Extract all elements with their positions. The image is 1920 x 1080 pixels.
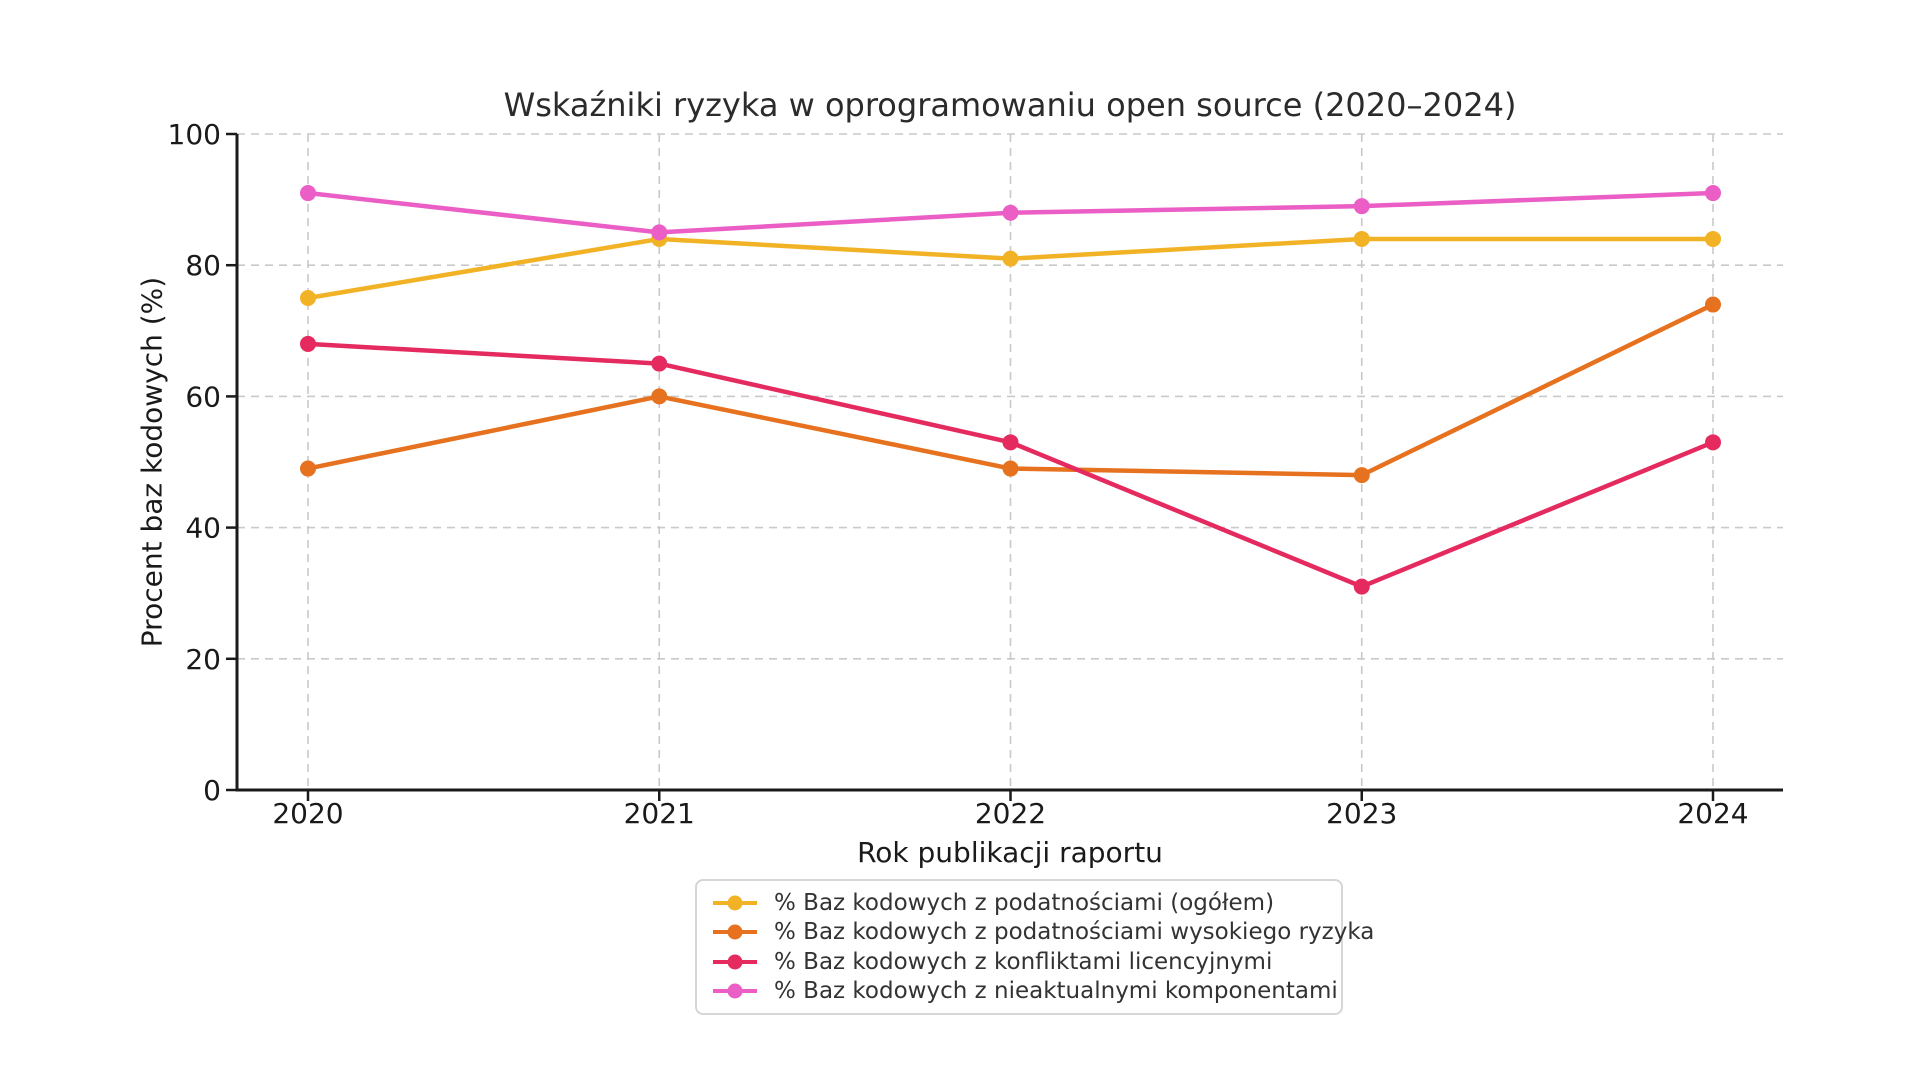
legend-swatch-license-conflicts-icon bbox=[713, 954, 757, 970]
y-tick-label-80: 80 bbox=[185, 249, 221, 282]
series-3-marker-2021 bbox=[651, 224, 668, 241]
series-1-marker-2022 bbox=[1002, 460, 1019, 477]
legend: % Baz kodowych z podatnościami (ogółem) … bbox=[695, 879, 1374, 1015]
legend-item: % Baz kodowych z podatnościami (ogółem) bbox=[711, 889, 1327, 917]
legend-swatch-high-risk-vulnerabilities-icon bbox=[713, 924, 757, 940]
legend-swatch-vulnerabilities-total-icon bbox=[713, 895, 757, 911]
series-3-marker-2024 bbox=[1705, 185, 1721, 202]
series-2-marker-2022 bbox=[1002, 434, 1019, 451]
x-tick-label-2022: 2022 bbox=[975, 797, 1046, 830]
series-3-marker-2020 bbox=[300, 185, 316, 202]
series-0-marker-2022 bbox=[1002, 250, 1019, 267]
x-axis-label: Rok publikacji raportu bbox=[857, 836, 1163, 869]
y-tick-label-60: 60 bbox=[185, 380, 221, 413]
legend-label: % Baz kodowych z podatnościami wysokiego… bbox=[774, 919, 1375, 946]
series-2-marker-2021 bbox=[651, 355, 668, 372]
legend-item: % Baz kodowych z nieaktualnymi komponent… bbox=[711, 977, 1338, 1005]
series-2-marker-2024 bbox=[1705, 434, 1721, 451]
series-0-marker-2020 bbox=[300, 290, 316, 306]
series-2-marker-2020 bbox=[300, 335, 316, 352]
series-1-marker-2023 bbox=[1353, 467, 1370, 484]
series-1-marker-2021 bbox=[651, 388, 668, 405]
series-1-marker-2024 bbox=[1705, 296, 1721, 313]
x-tick-label-2020: 2020 bbox=[272, 797, 343, 830]
y-tick-label-0: 0 bbox=[203, 774, 221, 807]
y-tick-label-100: 100 bbox=[168, 118, 221, 151]
y-tick-label-40: 40 bbox=[185, 512, 221, 545]
series-1-marker-2020 bbox=[300, 460, 316, 477]
series-0-marker-2024 bbox=[1705, 230, 1721, 247]
legend-item: % Baz kodowych z podatnościami wysokiego… bbox=[711, 918, 1374, 946]
y-axis-label: Procent baz kodowych (%) bbox=[135, 276, 169, 648]
series-2-marker-2023 bbox=[1353, 578, 1370, 595]
x-tick-label-2023: 2023 bbox=[1326, 797, 1397, 830]
x-tick-label-2021: 2021 bbox=[624, 797, 695, 830]
legend-item: % Baz kodowych z konfliktami licencyjnym… bbox=[711, 948, 1327, 976]
series-3-marker-2022 bbox=[1002, 204, 1019, 221]
series-3-marker-2023 bbox=[1353, 198, 1370, 215]
legend-label: % Baz kodowych z konfliktami licencyjnym… bbox=[774, 948, 1273, 975]
legend-label: % Baz kodowych z podatnościami (ogółem) bbox=[774, 890, 1275, 917]
y-tick-label-20: 20 bbox=[185, 643, 221, 676]
x-tick-label-2024: 2024 bbox=[1677, 797, 1748, 830]
series-0-marker-2023 bbox=[1353, 230, 1370, 247]
chart-title: Wskaźniki ryzyka w oprogramowaniu open s… bbox=[503, 86, 1517, 124]
legend-label: % Baz kodowych z nieaktualnymi komponent… bbox=[774, 977, 1338, 1004]
legend-swatch-outdated-components-icon bbox=[713, 983, 757, 999]
